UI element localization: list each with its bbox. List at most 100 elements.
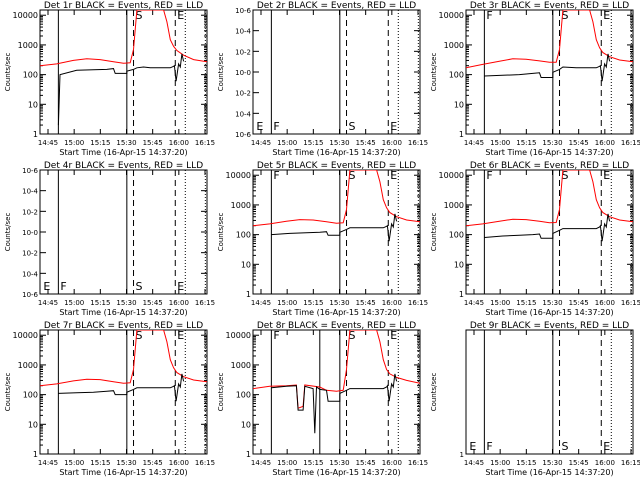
x-tick-label: 14:45 <box>251 459 271 467</box>
event-label-E: E <box>390 169 397 182</box>
x-tick-label: 14:45 <box>464 139 484 147</box>
x-tick-label: 15:30 <box>542 139 562 147</box>
x-tick-label: 15:00 <box>64 139 84 147</box>
x-tick-label: 15:15 <box>516 459 536 467</box>
y-tick-label: 100 <box>23 71 38 80</box>
y-tick-label: 10-4 <box>22 188 38 196</box>
event-letter-E: E <box>43 280 50 293</box>
x-axis-label: Start Time (16-Apr-15 14:37:20) <box>272 308 400 317</box>
x-tick-label: 16:15 <box>408 459 428 467</box>
x-axis-label: Start Time (16-Apr-15 14:37:20) <box>59 148 187 157</box>
lld-series-line <box>40 330 207 387</box>
y-tick-label: 1 <box>33 450 38 459</box>
y-tick-label: 10-2 <box>235 48 251 56</box>
y-axis-label: Counts/sec <box>430 213 438 252</box>
y-tick-label: 10000 <box>226 331 251 340</box>
events-series-line <box>271 373 398 434</box>
plot-frame <box>252 9 421 135</box>
y-axis-label: Counts/sec <box>217 373 225 412</box>
y-tick-label: 1 <box>459 290 464 299</box>
event-letter-E: E <box>603 440 610 453</box>
x-tick-label: 16:00 <box>382 139 402 147</box>
x-tick-label: 16:15 <box>621 459 640 467</box>
x-tick-label: 15:15 <box>303 139 323 147</box>
x-tick-label: 16:15 <box>195 139 215 147</box>
event-label-S: S <box>349 169 356 182</box>
x-tick-label: 15:15 <box>90 139 110 147</box>
y-tick-label: 1000 <box>18 361 38 370</box>
event-label-F: F <box>273 329 279 342</box>
events-series-line <box>58 373 185 402</box>
x-tick-label: 15:30 <box>116 139 136 147</box>
y-tick-label: 100 <box>23 391 38 400</box>
event-label-S: S <box>562 169 569 182</box>
panel-det-3: Det 3r BLACK = Events, RED = LLD Counts/s… <box>430 1 640 157</box>
y-tick-label: 1000 <box>18 41 38 50</box>
event-letter-F: F <box>60 280 66 293</box>
x-tick-label: 15:30 <box>329 139 349 147</box>
x-tick-label: 15:00 <box>490 139 510 147</box>
plot-frame <box>252 169 421 295</box>
y-tick-label: 100 <box>449 231 464 240</box>
x-tick-label: 15:45 <box>569 299 589 307</box>
x-tick-label: 14:45 <box>251 299 271 307</box>
x-tick-label: 15:30 <box>116 299 136 307</box>
y-tick-label: 10-6 <box>235 131 251 139</box>
event-letter-F: F <box>273 120 279 133</box>
event-label-E: E <box>177 329 184 342</box>
panel-title: Det 3r BLACK = Events, RED = LLD <box>470 1 629 11</box>
y-tick-label: 10 <box>28 100 38 109</box>
events-series-line <box>57 53 185 126</box>
x-tick-label: 15:00 <box>277 299 297 307</box>
y-axis-label: Counts/sec <box>217 213 225 252</box>
x-tick-label: 15:15 <box>303 299 323 307</box>
x-tick-label: 15:15 <box>516 299 536 307</box>
x-tick-label: 15:45 <box>143 299 163 307</box>
y-tick-label: 10-4 <box>22 270 38 278</box>
event-label-F: F <box>486 9 492 22</box>
panel-title: Det 6r BLACK = Events, RED = LLD <box>470 161 629 171</box>
y-axis-label: Counts/sec <box>4 53 12 92</box>
x-tick-label: 16:00 <box>169 139 189 147</box>
x-tick-label: 15:15 <box>90 299 110 307</box>
x-tick-label: 15:30 <box>329 299 349 307</box>
lld-series-line <box>466 170 633 227</box>
x-tick-label: 15:00 <box>64 459 84 467</box>
event-label-E: E <box>603 9 610 22</box>
y-tick-label: 100 <box>236 391 251 400</box>
x-tick-label: 14:45 <box>464 299 484 307</box>
panel-title: Det 4r BLACK = Events, RED = LLD <box>44 161 203 171</box>
y-axis-label: Counts/sec <box>217 53 225 92</box>
event-letter-E: E <box>256 120 263 133</box>
plot-area <box>57 170 206 294</box>
y-tick-label: 10000 <box>13 331 38 340</box>
event-label-S: S <box>562 9 569 22</box>
x-axis-label: Start Time (16-Apr-15 14:37:20) <box>59 468 187 477</box>
y-tick-label: 10 <box>454 100 464 109</box>
x-tick-label: 14:45 <box>38 299 58 307</box>
y-tick-label: 10 <box>28 420 38 429</box>
event-letter-S: S <box>562 440 569 453</box>
plot-frame <box>39 329 208 455</box>
event-letter-E: E <box>469 440 476 453</box>
x-axis-label: Start Time (16-Apr-15 14:37:20) <box>272 468 400 477</box>
plot-frame <box>39 9 208 135</box>
panel-det-4: Det 4r BLACK = Events, RED = LLD Counts/s… <box>4 161 215 317</box>
x-tick-label: 15:30 <box>542 299 562 307</box>
x-tick-label: 15:45 <box>356 139 376 147</box>
y-tick-label: 10-2 <box>22 208 38 216</box>
event-letter-E: E <box>177 280 184 293</box>
y-tick-label: 10-0 <box>235 69 251 77</box>
y-tick-label: 10-2 <box>235 90 251 98</box>
event-label-E: E <box>603 169 610 182</box>
y-tick-label: 10 <box>241 260 251 269</box>
plot-frame <box>465 329 634 455</box>
y-axis-label: Counts/sec <box>430 53 438 92</box>
x-tick-label: 15:00 <box>64 299 84 307</box>
